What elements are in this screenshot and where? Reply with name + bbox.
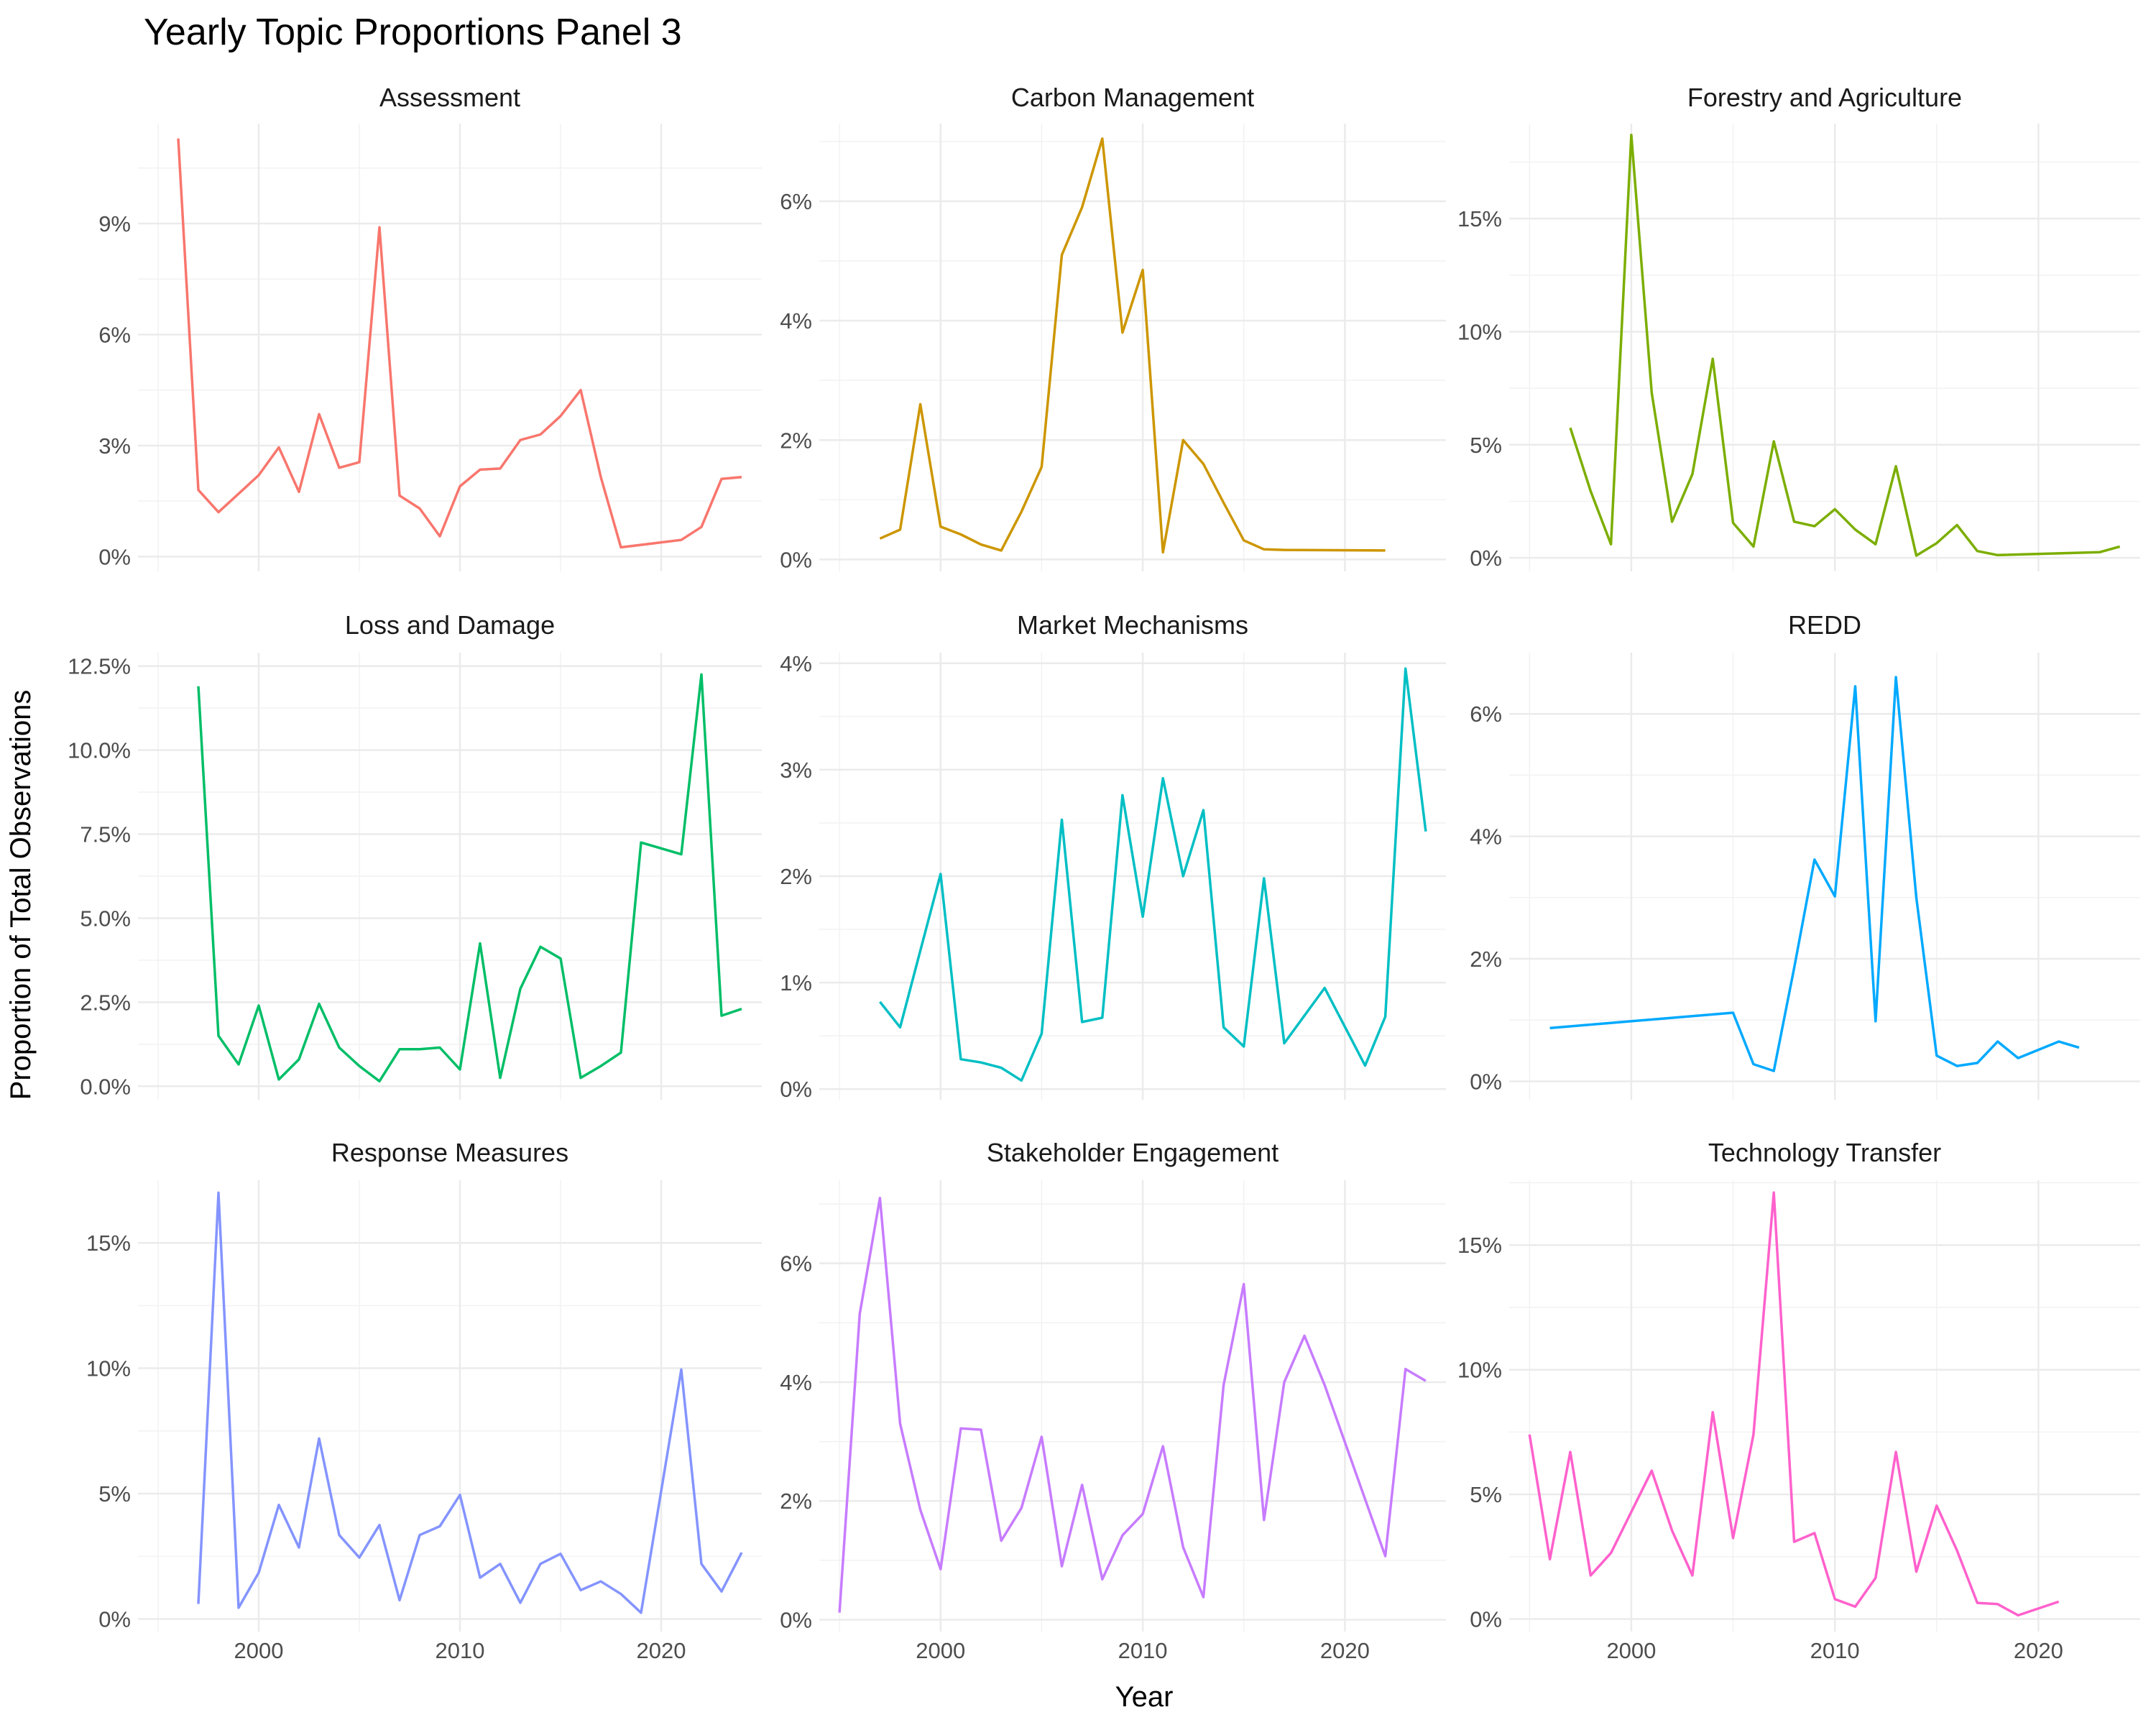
y-tick-label: 3% (780, 758, 812, 783)
y-tick-label: 10% (1457, 1358, 1502, 1383)
series-line-market-mechanisms (879, 667, 1427, 1082)
x-tick-label: 2000 (1606, 1638, 1656, 1663)
panel-title: Loss and Damage (345, 610, 555, 640)
x-tick-label: 2000 (916, 1638, 965, 1663)
panel-title: Technology Transfer (1708, 1138, 1941, 1167)
x-tick-label: 2000 (234, 1638, 284, 1663)
panel-stakeholder-engagement: Stakeholder Engagement 0% 2% 4% 6% 2000 2010 20… (780, 1138, 1446, 1663)
series-line-response-measures (197, 1191, 743, 1614)
panel-redd: REDD 0% 2% 4% 6% (1470, 610, 2140, 1100)
y-tick-label: 2.5% (80, 990, 131, 1015)
panel-response-measures: Response Measures 0% 5% 10% 15% 2000 2010 2020 (86, 1138, 762, 1663)
y-tick-label: 5.0% (80, 906, 131, 931)
panel-title: Stakeholder Engagement (987, 1138, 1279, 1167)
series-line-technology-transfer (1528, 1191, 2060, 1617)
panel-title: Carbon Management (1011, 83, 1254, 112)
series-line-stakeholder-engagement (838, 1197, 1427, 1613)
y-tick-label: 9% (98, 211, 131, 236)
y-tick-label: 5% (98, 1481, 131, 1506)
panel-carbon-management: Carbon Management 0% 2% 4% 6% (780, 83, 1446, 572)
panel-technology-transfer: Technology Transfer 0% 5% 10% 15% 2000 2010 202… (1457, 1138, 2140, 1663)
y-tick-label: 0% (98, 1607, 131, 1632)
y-tick-label: 0.0% (80, 1074, 131, 1099)
x-tick-label: 2020 (2014, 1638, 2063, 1663)
series-line-carbon-management (879, 137, 1386, 554)
chart-title: Yearly Topic Proportions Panel 3 (144, 12, 682, 53)
series-line-forestry-and-agriculture (1569, 133, 2121, 557)
y-tick-label: 10% (1457, 319, 1502, 344)
x-tick-label: 2020 (637, 1638, 686, 1663)
x-tick-label: 2020 (1320, 1638, 1370, 1663)
panel-market-mechanisms: Market Mechanisms 0% 1% 2% 3% 4% (780, 610, 1446, 1102)
y-axis-title: Proportion of Total Observations (5, 690, 37, 1100)
x-tick-label: 2010 (1118, 1638, 1168, 1663)
y-tick-label: 1% (780, 970, 812, 995)
x-axis-title: Year (1115, 1681, 1174, 1713)
y-tick-label: 0% (780, 1077, 812, 1102)
y-tick-label: 7.5% (80, 822, 131, 847)
y-tick-label: 10% (86, 1356, 131, 1381)
series-line-loss-and-damage (197, 673, 742, 1083)
panel-title: Forestry and Agriculture (1687, 83, 1962, 112)
y-tick-label: 0% (1470, 1069, 1502, 1094)
y-tick-label: 15% (86, 1230, 131, 1256)
y-tick-label: 4% (780, 651, 812, 676)
y-tick-label: 15% (1457, 206, 1502, 231)
panel-title: Assessment (379, 83, 520, 112)
y-tick-label: 0% (1470, 1607, 1502, 1632)
y-tick-label: 3% (98, 433, 131, 459)
y-tick-label: 15% (1457, 1233, 1502, 1258)
y-tick-label: 4% (1470, 824, 1502, 850)
y-tick-label: 10.0% (68, 738, 131, 763)
y-tick-label: 2% (1470, 947, 1502, 972)
y-tick-label: 6% (780, 1251, 812, 1276)
x-tick-label: 2010 (436, 1638, 485, 1663)
y-tick-label: 6% (98, 322, 131, 347)
y-tick-label: 0% (780, 547, 812, 572)
x-tick-label: 2010 (1810, 1638, 1860, 1663)
y-tick-label: 4% (780, 308, 812, 334)
series-line-redd (1549, 676, 2080, 1072)
panel-title: REDD (1788, 610, 1861, 640)
y-tick-label: 0% (780, 1607, 812, 1632)
y-tick-label: 2% (780, 864, 812, 889)
y-tick-label: 6% (1470, 702, 1502, 727)
y-tick-label: 4% (780, 1370, 812, 1395)
y-tick-label: 2% (780, 1489, 812, 1514)
y-tick-label: 12.5% (68, 654, 131, 679)
panels-layer: Assessment 0% 3% 6% 9% Carbon Management 0% 2% 4… (68, 83, 2140, 1663)
y-tick-label: 0% (98, 544, 131, 569)
panel-title: Response Measures (331, 1138, 568, 1167)
panel-loss-and-damage: Loss and Damage 0.0% 2.5% 5.0% 7.5% 10.0% 12.5… (68, 610, 762, 1100)
y-tick-label: 5% (1470, 433, 1502, 458)
y-tick-label: 6% (780, 189, 812, 214)
panel-assessment: Assessment 0% 3% 6% 9% (98, 83, 762, 571)
y-tick-label: 0% (1470, 546, 1502, 571)
y-tick-label: 5% (1470, 1482, 1502, 1507)
series-line-assessment (177, 138, 742, 549)
panel-title: Market Mechanisms (1017, 610, 1248, 640)
y-tick-label: 2% (780, 428, 812, 453)
panel-forestry-and-agriculture: Forestry and Agriculture 0% 5% 10% 15% (1457, 83, 2140, 571)
